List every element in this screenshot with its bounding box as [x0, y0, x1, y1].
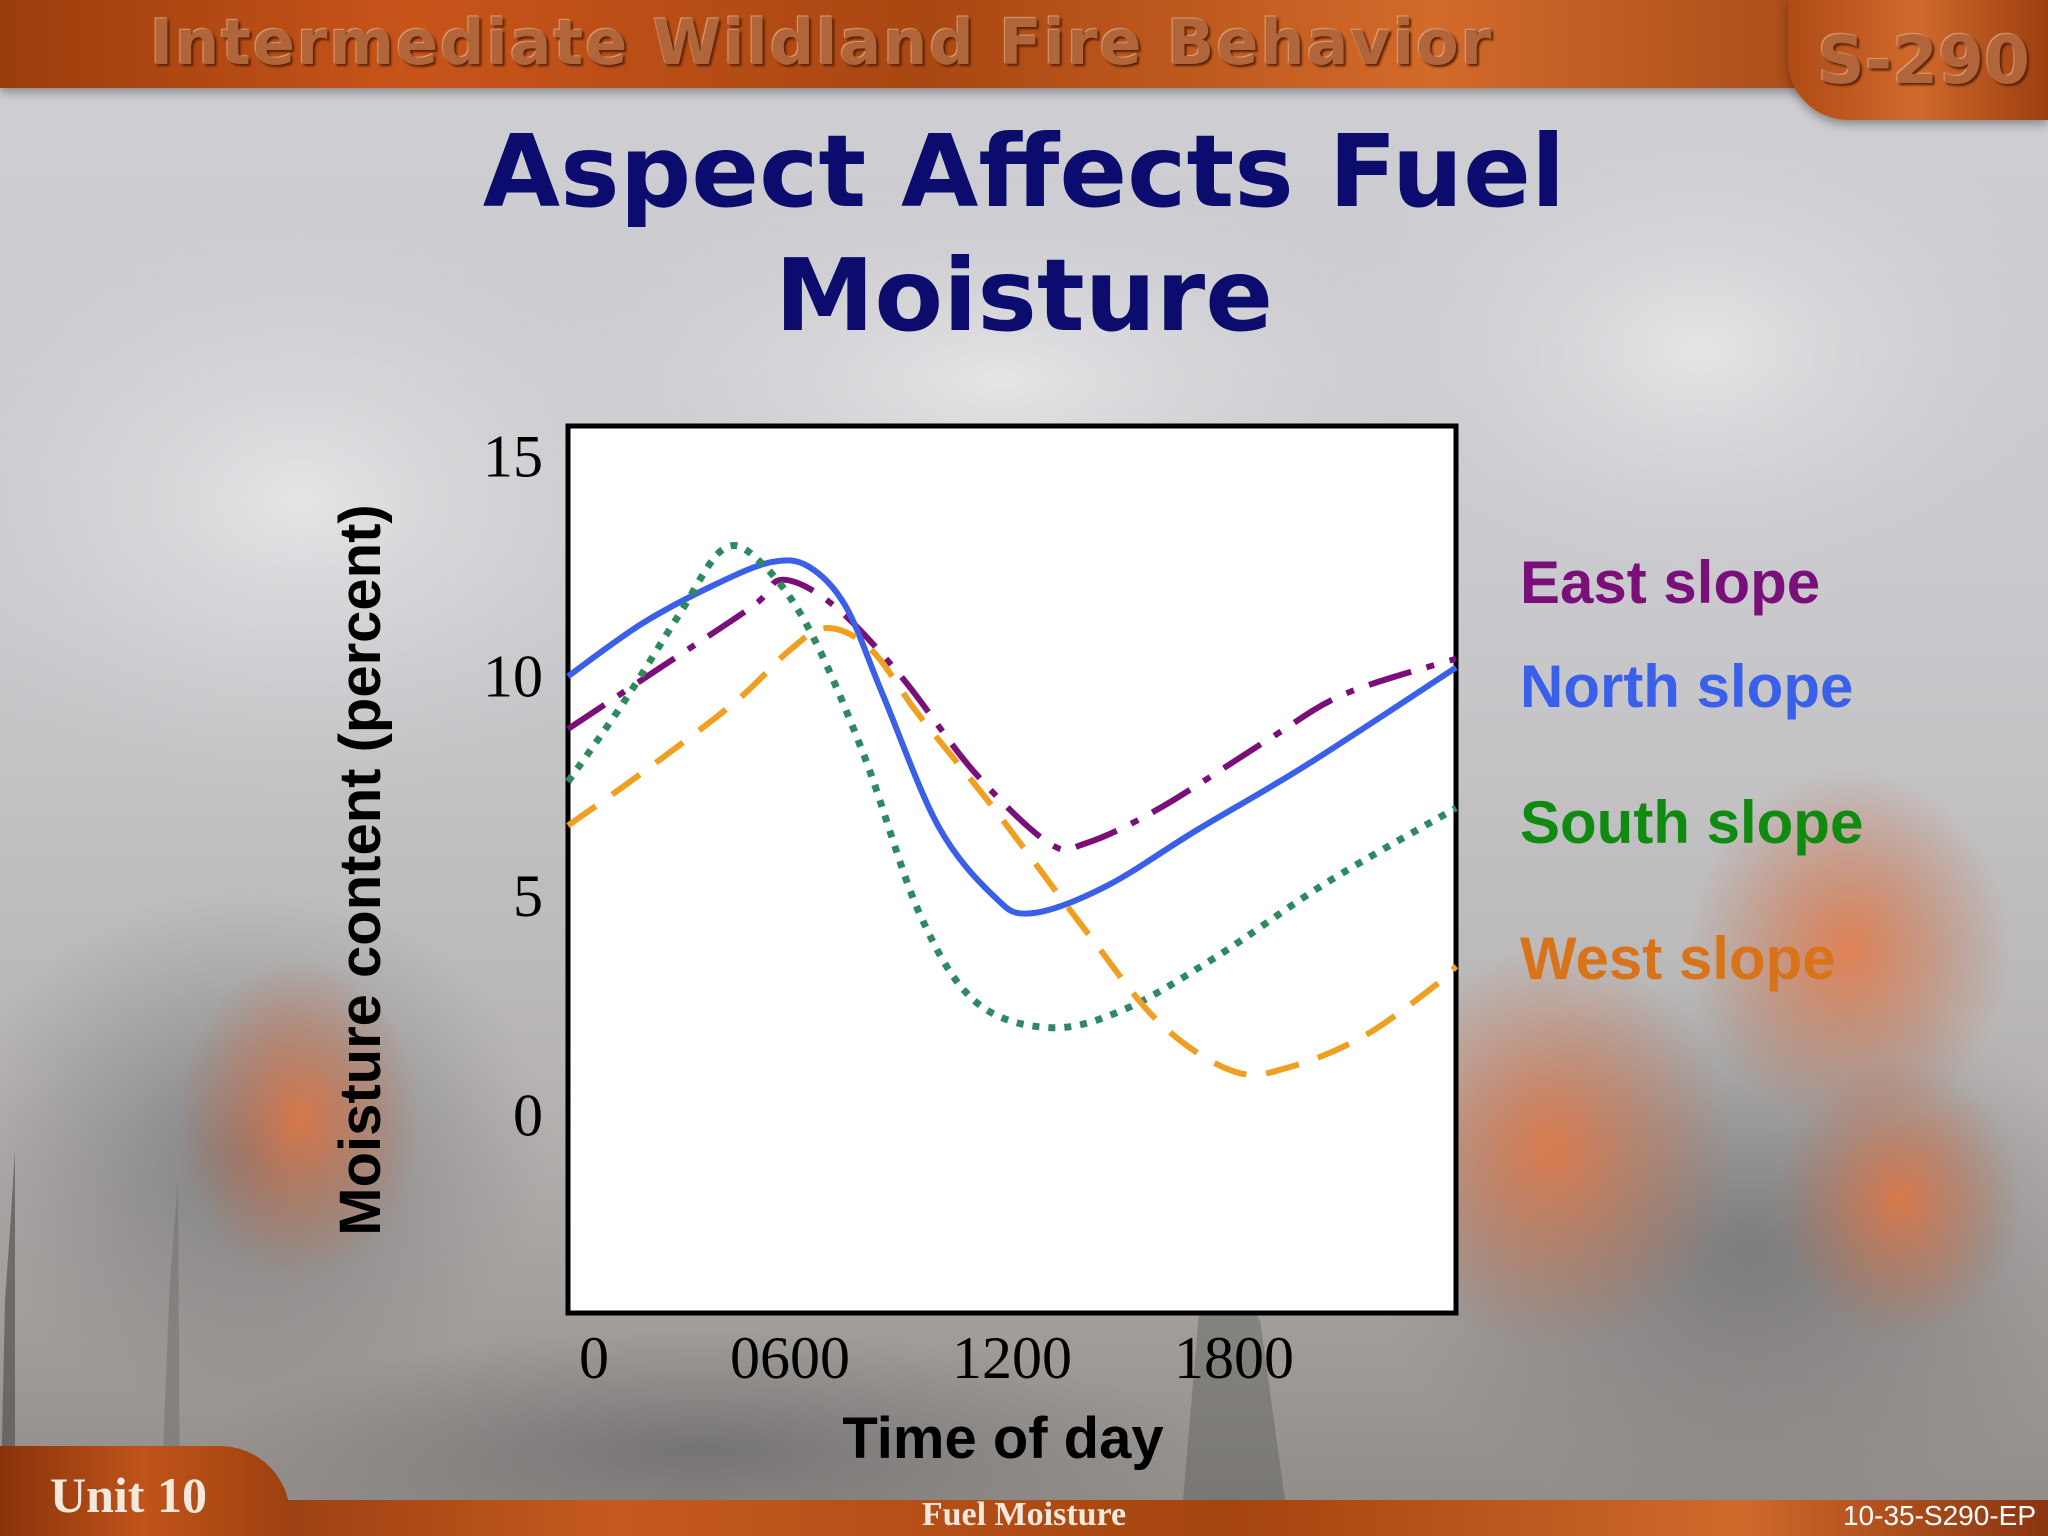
series-line-west-slope	[566, 624, 1459, 1078]
legend-north-slope: North slope	[1520, 653, 1854, 720]
x-tick-label: 0	[579, 1325, 609, 1391]
course-code: S-290	[1817, 22, 2030, 99]
header-band	[0, 0, 2048, 88]
y-tick-label: 5	[513, 863, 543, 929]
series-layer	[565, 542, 1459, 1078]
series-line-north-slope	[566, 557, 1458, 917]
header-code-tab	[1788, 0, 2048, 120]
unit-label: Unit 10	[50, 1467, 207, 1523]
x-tick-labels: 0 0600 1200 1800	[579, 1325, 1294, 1391]
y-tick-label: 10	[483, 643, 543, 709]
y-axis-label: Moisture content (percent)	[328, 504, 393, 1236]
x-tick-label: 1800	[1174, 1325, 1294, 1391]
footer-band	[0, 1500, 2048, 1536]
y-tick-labels: 15 10 5 0	[483, 424, 543, 1149]
y-tick-label: 15	[483, 424, 543, 490]
course-title: Intermediate Wildland Fire Behavior	[150, 6, 1494, 79]
series-line-east-slope	[566, 576, 1457, 853]
x-tick-label: 0600	[730, 1325, 850, 1391]
slide-title: Aspect Affects Fuel Moisture	[0, 110, 2048, 358]
legend-east-slope: East slope	[1520, 549, 1821, 616]
x-axis-label: Time of day	[842, 1406, 1163, 1471]
y-tick-label: 0	[513, 1082, 543, 1148]
legend-west-slope: West slope	[1520, 925, 1836, 992]
slide-title-line-2: Moisture	[774, 237, 1274, 354]
slide-title-line-1: Aspect Affects Fuel	[482, 113, 1566, 230]
legend-south-slope: South slope	[1520, 789, 1864, 856]
plot-area	[565, 423, 1459, 1316]
x-tick-label: 1200	[952, 1325, 1072, 1391]
footer-slide-id: 10-35-S290-EP	[1842, 1500, 2036, 1531]
footer-topic: Fuel Moisture	[921, 1496, 1127, 1533]
unit-tab	[0, 1446, 290, 1536]
